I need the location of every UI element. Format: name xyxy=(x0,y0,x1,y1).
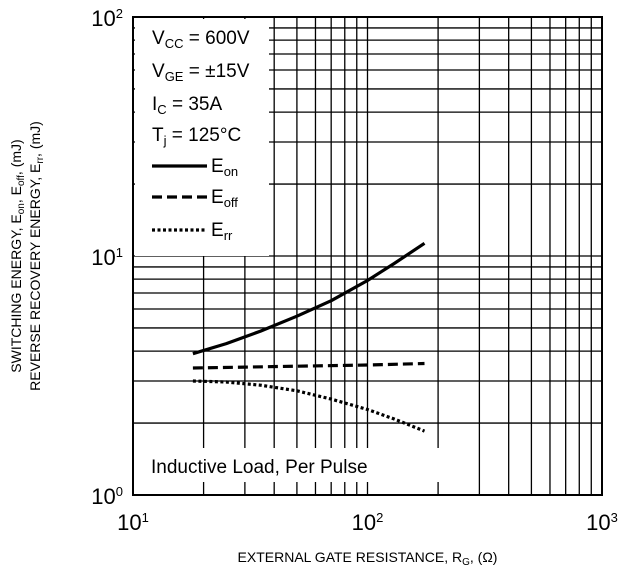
y-axis-label-line2: REVERSE RECOVERY ENERGY, Err, (mJ) xyxy=(27,121,46,391)
annotation-box xyxy=(146,448,466,482)
y-axis-label-line1: SWITCHING ENERGY, Eon, Eoff, (mJ) xyxy=(8,139,27,372)
y-tick-label: 101 xyxy=(91,245,123,270)
annotation-text: Inductive Load, Per Pulse xyxy=(151,457,368,478)
series-line-on xyxy=(192,241,426,356)
series-line-rr xyxy=(192,379,426,433)
condition-label: VGE = ±15V xyxy=(152,61,250,84)
plot-frame xyxy=(132,16,603,496)
legend: VCC = 600V VGE = ±15V IC = 35A Tj = 125°C Eo… xyxy=(135,19,466,482)
condition-label: Tj = 125°C xyxy=(152,125,241,148)
condition-label: IC = 35A xyxy=(152,94,222,117)
x-axis-label: EXTERNAL GATE RESISTANCE, RG, (Ω) xyxy=(238,549,498,568)
y-tick-label: 100 xyxy=(91,484,123,509)
legend-label-off: Eoff xyxy=(211,187,238,210)
y-tick-label: 102 xyxy=(91,6,123,31)
legend-label-on: Eon xyxy=(211,156,238,179)
series-line-off xyxy=(192,361,425,370)
grid xyxy=(133,17,602,495)
legend-box xyxy=(135,19,269,256)
x-tick-label: 102 xyxy=(352,510,384,535)
x-tick-label: 101 xyxy=(117,510,149,535)
legend-label-rr: Err xyxy=(211,220,233,243)
axis-labels: EXTERNAL GATE RESISTANCE, RG, (Ω) SWITCHI… xyxy=(8,121,497,567)
x-tick-label: 103 xyxy=(586,510,618,535)
condition-label: VCC = 600V xyxy=(152,28,250,51)
series-layer xyxy=(192,241,426,433)
